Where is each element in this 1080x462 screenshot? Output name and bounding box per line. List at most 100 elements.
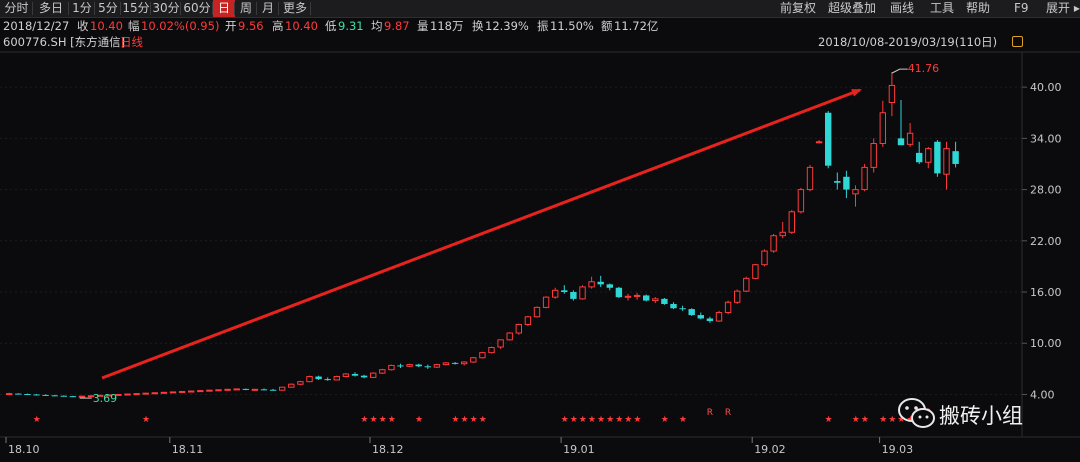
candle-body [315, 376, 322, 380]
candle-body [233, 388, 240, 391]
candle [852, 185, 859, 207]
candle [706, 316, 714, 323]
candle [561, 285, 568, 294]
amount-value: 11.72亿 [614, 19, 659, 33]
star-marker: ★ [606, 415, 614, 425]
candle [442, 362, 450, 366]
tab-6[interactable]: 60分 [183, 1, 211, 15]
candle [142, 392, 149, 395]
tab-10[interactable]: 更多 [282, 1, 307, 15]
y-tick-label: 4.00 [1030, 388, 1055, 401]
tab-separator [278, 2, 279, 15]
high-label: 高 [272, 19, 284, 33]
candle-body [24, 394, 31, 396]
tool-0[interactable]: 前复权 [780, 1, 817, 15]
candle-body [297, 381, 304, 385]
candle-body [6, 393, 13, 396]
volume-value: 118万 [430, 19, 464, 33]
star-marker: ★ [897, 415, 905, 425]
tab-2[interactable]: 1分 [72, 1, 92, 15]
r-marker: R [725, 408, 731, 418]
tool-5[interactable]: F9 [1014, 1, 1029, 15]
candle [288, 383, 295, 388]
x-tick-label: 18.12 [372, 443, 404, 456]
candle [224, 388, 231, 391]
candle-body [870, 142, 877, 168]
tab-5[interactable]: 30分 [152, 1, 180, 15]
candle-body [206, 389, 213, 392]
candle-body [188, 390, 195, 393]
turnover-value: 12.39% [485, 19, 529, 33]
candle [461, 361, 468, 366]
stock-code-name: 600776.SH [东方通信] [3, 35, 126, 49]
candle-body [706, 318, 714, 322]
candle-body [397, 365, 404, 367]
candle-body [533, 306, 541, 318]
candle [834, 172, 841, 190]
candle-body [770, 235, 777, 252]
candle [679, 305, 686, 311]
tab-4[interactable]: 15分 [122, 1, 150, 15]
star-marker: ★ [461, 415, 469, 425]
tab-separator [256, 2, 257, 15]
candle-body [524, 316, 532, 325]
candle [770, 233, 777, 253]
tool-6[interactable]: 展开 ▸ [1046, 1, 1080, 15]
candle [952, 141, 959, 168]
candle [342, 373, 350, 378]
tool-3[interactable]: 工具 [930, 1, 955, 15]
tab-8[interactable]: 周 [239, 1, 252, 15]
candle [506, 332, 513, 341]
candle [615, 286, 623, 298]
candle-body [360, 375, 368, 378]
quote-date: 2018/12/27 [3, 19, 70, 33]
candle [906, 123, 914, 147]
tool-1[interactable]: 超级叠加 [828, 1, 877, 15]
candle [570, 290, 577, 301]
tab-1[interactable]: 多日 [38, 1, 63, 15]
axes: 4.00 10.00 16.00 22.00 28.00 34.00 40.00 18.10 1… [5, 81, 1062, 456]
candle-body [688, 309, 695, 316]
y-tick-label: 22.00 [1030, 235, 1062, 248]
candle-body [788, 211, 795, 233]
candle [879, 100, 886, 147]
candle-body [943, 148, 950, 175]
tab-9[interactable]: 月 [261, 1, 274, 15]
star-marker: ★ [360, 415, 368, 425]
tool-4[interactable]: 帮助 [966, 1, 991, 15]
candle-body [906, 132, 914, 145]
candle [788, 210, 795, 234]
tab-7[interactable]: 日 [213, 0, 235, 17]
candle [315, 375, 322, 380]
candle [424, 364, 431, 369]
candle [251, 388, 259, 391]
candle-body [151, 392, 159, 395]
candle [379, 368, 386, 374]
candle [815, 140, 823, 144]
candle-body [306, 376, 313, 383]
candle [133, 393, 140, 396]
tab-3[interactable]: 5分 [98, 1, 118, 15]
candle-body [797, 189, 805, 213]
candle-body [351, 373, 359, 376]
candle [761, 249, 768, 267]
candle [333, 375, 341, 381]
candle-body [561, 290, 568, 293]
candle-body [752, 264, 759, 279]
tab-separator [120, 2, 121, 15]
star-marker: ★ [852, 415, 860, 425]
candle-body [679, 308, 686, 310]
y-tick-label: 28.00 [1030, 184, 1062, 197]
tool-2[interactable]: 画线 [890, 1, 915, 15]
candle [206, 389, 213, 392]
candle [451, 362, 459, 365]
tab-0[interactable]: 分时 [4, 1, 29, 15]
candle [588, 276, 595, 289]
candle-body [370, 372, 377, 378]
stock-info-row: 600776.SH [东方通信] 日线 2018/10/08-2019/03/1… [0, 35, 1080, 50]
candle-body [852, 189, 859, 195]
candle-body [825, 112, 832, 166]
lock-icon[interactable] [1012, 36, 1023, 47]
candle [279, 386, 286, 391]
